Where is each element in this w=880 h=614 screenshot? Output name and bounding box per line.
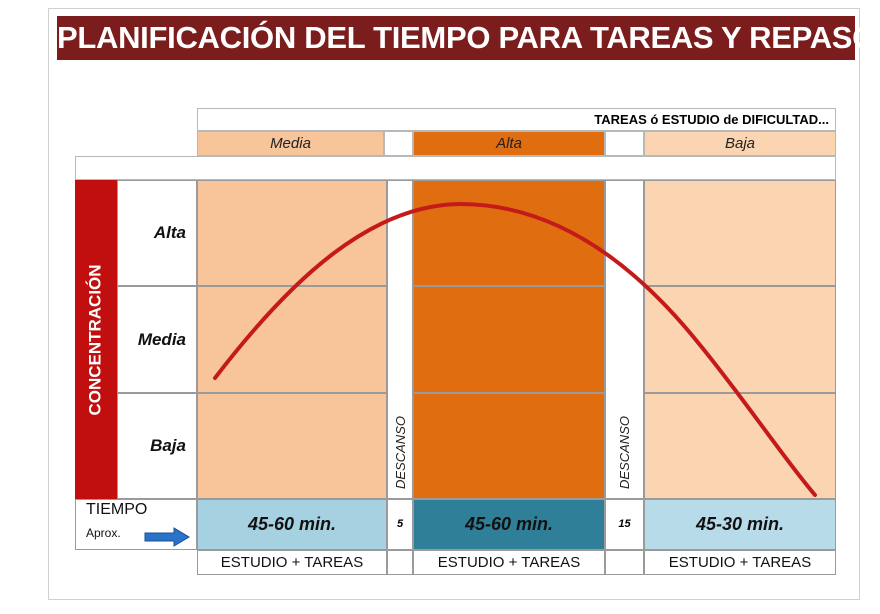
grid-cell <box>413 393 605 499</box>
break-column-1: DESCANSO <box>387 180 413 499</box>
break-minutes-1: 5 <box>387 499 413 550</box>
time-sublabel: Aprox. <box>86 526 121 540</box>
grid-cell <box>644 180 836 286</box>
grid-cell <box>413 286 605 393</box>
spacer-row <box>75 156 836 180</box>
difficulty-header: TAREAS ó ESTUDIO de DIFICULTAD... <box>197 108 836 131</box>
row-label-alta: Alta <box>117 180 197 286</box>
column-header-media: Media <box>197 131 384 156</box>
grid-cell <box>644 286 836 393</box>
time-value-baja: 45-30 min. <box>644 499 836 550</box>
time-value-alta: 45-60 min. <box>413 499 605 550</box>
activity-label-alta: ESTUDIO + TAREAS <box>413 550 605 575</box>
activity-gap <box>387 550 413 575</box>
row-label-media: Media <box>117 286 197 393</box>
grid-cell <box>197 286 387 393</box>
column-header-gap <box>605 131 644 156</box>
arrow-right-icon <box>144 527 190 547</box>
activity-gap <box>605 550 644 575</box>
page-title: PLANIFICACIÓN DEL TIEMPO PARA TAREAS Y R… <box>57 16 880 60</box>
column-header-alta: Alta <box>413 131 605 156</box>
break-minutes-2: 15 <box>605 499 644 550</box>
column-header-baja: Baja <box>644 131 836 156</box>
time-value-media: 45-60 min. <box>197 499 387 550</box>
activity-label-media: ESTUDIO + TAREAS <box>197 550 387 575</box>
break-column-2: DESCANSO <box>605 180 644 499</box>
concentration-bar <box>75 180 117 499</box>
time-label: TIEMPO <box>86 501 148 518</box>
grid-cell <box>197 180 387 286</box>
activity-label-baja: ESTUDIO + TAREAS <box>644 550 836 575</box>
row-label-baja: Baja <box>117 393 197 499</box>
grid-cell <box>197 393 387 499</box>
time-label-cell: TIEMPO Aprox. <box>75 499 197 550</box>
column-header-gap <box>384 131 413 156</box>
